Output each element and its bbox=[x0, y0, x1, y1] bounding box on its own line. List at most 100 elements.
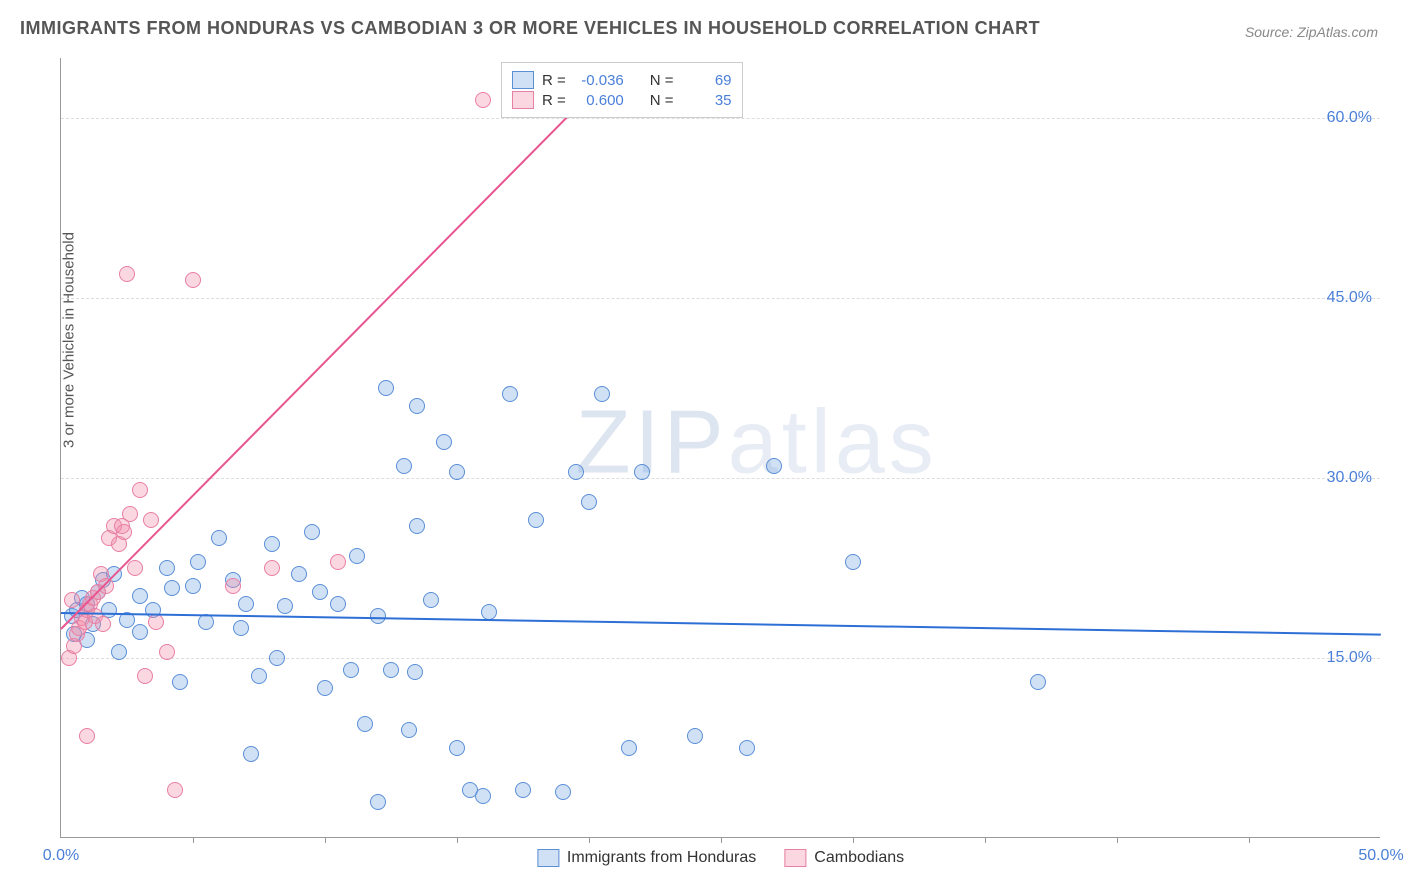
n-value: 69 bbox=[682, 72, 732, 89]
y-tick-label: 60.0% bbox=[1319, 109, 1372, 127]
gridline bbox=[61, 478, 1380, 479]
data-point bbox=[95, 616, 111, 632]
data-point bbox=[119, 266, 135, 282]
r-label: R = bbox=[542, 92, 566, 109]
y-axis-label: 3 or more Vehicles in Household bbox=[61, 232, 78, 448]
gridline bbox=[61, 658, 1380, 659]
x-tick bbox=[325, 837, 326, 843]
legend-item: Cambodians bbox=[784, 849, 904, 867]
data-point bbox=[225, 578, 241, 594]
data-point bbox=[185, 578, 201, 594]
data-point bbox=[409, 398, 425, 414]
x-tick bbox=[457, 837, 458, 843]
data-point bbox=[1030, 674, 1046, 690]
data-point bbox=[167, 782, 183, 798]
data-point bbox=[64, 592, 80, 608]
data-point bbox=[251, 668, 267, 684]
legend-swatch bbox=[537, 849, 559, 867]
data-point bbox=[515, 782, 531, 798]
data-point bbox=[132, 588, 148, 604]
data-point bbox=[264, 536, 280, 552]
r-value: -0.036 bbox=[574, 72, 624, 89]
data-point bbox=[277, 598, 293, 614]
data-point bbox=[555, 784, 571, 800]
chart-title: IMMIGRANTS FROM HONDURAS VS CAMBODIAN 3 … bbox=[20, 18, 1040, 39]
data-point bbox=[407, 664, 423, 680]
data-point bbox=[159, 560, 175, 576]
data-point bbox=[349, 548, 365, 564]
data-point bbox=[528, 512, 544, 528]
x-tick bbox=[1117, 837, 1118, 843]
r-value: 0.600 bbox=[574, 92, 624, 109]
legend-swatch bbox=[784, 849, 806, 867]
data-point bbox=[581, 494, 597, 510]
data-point bbox=[185, 272, 201, 288]
trend-line bbox=[60, 94, 589, 629]
x-tick-label: 50.0% bbox=[1358, 847, 1403, 865]
data-point bbox=[449, 740, 465, 756]
data-point bbox=[127, 560, 143, 576]
data-point bbox=[502, 386, 518, 402]
data-point bbox=[634, 464, 650, 480]
data-point bbox=[475, 92, 491, 108]
x-tick bbox=[985, 837, 986, 843]
data-point bbox=[370, 794, 386, 810]
data-point bbox=[132, 482, 148, 498]
legend-swatch bbox=[512, 71, 534, 89]
data-point bbox=[423, 592, 439, 608]
n-label: N = bbox=[650, 72, 674, 89]
data-point bbox=[190, 554, 206, 570]
n-label: N = bbox=[650, 92, 674, 109]
data-point bbox=[116, 524, 132, 540]
gridline bbox=[61, 298, 1380, 299]
data-point bbox=[132, 624, 148, 640]
data-point bbox=[137, 668, 153, 684]
data-point bbox=[291, 566, 307, 582]
data-point bbox=[401, 722, 417, 738]
data-point bbox=[159, 644, 175, 660]
data-point bbox=[269, 650, 285, 666]
series-legend: Immigrants from Honduras Cambodians bbox=[537, 849, 904, 867]
data-point bbox=[436, 434, 452, 450]
plot-area: 3 or more Vehicles in Household ZIPatlas… bbox=[60, 58, 1380, 838]
data-point bbox=[357, 716, 373, 732]
data-point bbox=[594, 386, 610, 402]
y-tick-label: 45.0% bbox=[1319, 289, 1372, 307]
data-point bbox=[233, 620, 249, 636]
data-point bbox=[475, 788, 491, 804]
x-tick bbox=[1249, 837, 1250, 843]
data-point bbox=[687, 728, 703, 744]
gridline bbox=[61, 118, 1380, 119]
data-point bbox=[370, 608, 386, 624]
y-tick-label: 15.0% bbox=[1319, 649, 1372, 667]
stats-legend: R = -0.036 N = 69 R = 0.600 N = 35 bbox=[501, 62, 743, 118]
legend-item: Immigrants from Honduras bbox=[537, 849, 756, 867]
x-tick bbox=[589, 837, 590, 843]
data-point bbox=[766, 458, 782, 474]
data-point bbox=[164, 580, 180, 596]
data-point bbox=[304, 524, 320, 540]
data-point bbox=[211, 530, 227, 546]
data-point bbox=[845, 554, 861, 570]
n-value: 35 bbox=[682, 92, 732, 109]
data-point bbox=[111, 644, 127, 660]
legend-label: Cambodians bbox=[814, 849, 904, 867]
data-point bbox=[172, 674, 188, 690]
r-label: R = bbox=[542, 72, 566, 89]
data-point bbox=[143, 512, 159, 528]
data-point bbox=[449, 464, 465, 480]
x-tick-label: 0.0% bbox=[43, 847, 79, 865]
data-point bbox=[568, 464, 584, 480]
stats-legend-row: R = -0.036 N = 69 bbox=[512, 71, 732, 89]
stats-legend-row: R = 0.600 N = 35 bbox=[512, 91, 732, 109]
legend-label: Immigrants from Honduras bbox=[567, 849, 756, 867]
data-point bbox=[330, 554, 346, 570]
data-point bbox=[79, 728, 95, 744]
data-point bbox=[621, 740, 637, 756]
source-label: Source: ZipAtlas.com bbox=[1245, 24, 1378, 40]
data-point bbox=[238, 596, 254, 612]
y-tick-label: 30.0% bbox=[1319, 469, 1372, 487]
data-point bbox=[330, 596, 346, 612]
x-tick bbox=[721, 837, 722, 843]
data-point bbox=[739, 740, 755, 756]
